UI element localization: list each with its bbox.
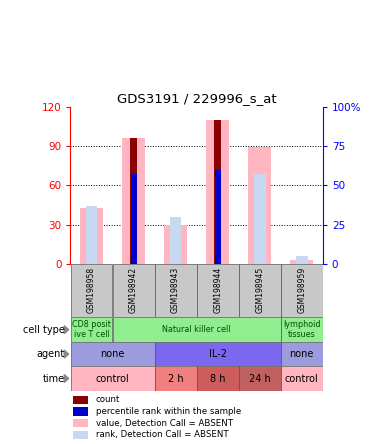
- Bar: [281, 317, 323, 342]
- Bar: [248, 147, 271, 264]
- Bar: [281, 366, 323, 391]
- Bar: [73, 431, 88, 439]
- Text: control: control: [96, 373, 129, 384]
- Text: none: none: [289, 349, 314, 359]
- Bar: [122, 138, 145, 264]
- Text: GSM198942: GSM198942: [129, 267, 138, 313]
- Text: GSM198958: GSM198958: [87, 267, 96, 313]
- Bar: [86, 206, 98, 264]
- Bar: [239, 264, 281, 317]
- Bar: [112, 264, 155, 317]
- Bar: [296, 256, 308, 264]
- Bar: [155, 366, 197, 391]
- Bar: [164, 225, 187, 264]
- Bar: [281, 342, 323, 366]
- Text: count: count: [96, 396, 120, 404]
- Text: value, Detection Call = ABSENT: value, Detection Call = ABSENT: [96, 419, 233, 428]
- Text: time: time: [43, 373, 65, 384]
- Bar: [170, 217, 181, 264]
- Text: agent: agent: [37, 349, 65, 359]
- Text: GSM198959: GSM198959: [297, 267, 306, 313]
- Text: percentile rank within the sample: percentile rank within the sample: [96, 407, 241, 416]
- Bar: [70, 366, 155, 391]
- Title: GDS3191 / 229996_s_at: GDS3191 / 229996_s_at: [117, 92, 276, 105]
- Bar: [70, 264, 112, 317]
- Text: 8 h: 8 h: [210, 373, 226, 384]
- Bar: [131, 174, 137, 264]
- Bar: [197, 264, 239, 317]
- Bar: [70, 317, 112, 342]
- Text: none: none: [100, 349, 125, 359]
- Bar: [197, 366, 239, 391]
- Text: rank, Detection Call = ABSENT: rank, Detection Call = ABSENT: [96, 430, 228, 440]
- Bar: [215, 170, 221, 264]
- Bar: [112, 317, 281, 342]
- Text: cell type: cell type: [23, 325, 65, 335]
- Bar: [206, 120, 229, 264]
- Bar: [281, 264, 323, 317]
- Text: Natural killer cell: Natural killer cell: [162, 325, 231, 334]
- Text: CD8 posit
ive T cell: CD8 posit ive T cell: [72, 320, 111, 339]
- Text: IL-2: IL-2: [209, 349, 227, 359]
- Bar: [254, 174, 266, 264]
- Bar: [80, 208, 103, 264]
- Text: GSM198945: GSM198945: [255, 267, 264, 313]
- Bar: [214, 120, 221, 264]
- Text: GSM198943: GSM198943: [171, 267, 180, 313]
- Bar: [155, 264, 197, 317]
- Text: lymphoid
tissues: lymphoid tissues: [283, 320, 321, 339]
- Text: GSM198944: GSM198944: [213, 267, 222, 313]
- Bar: [73, 408, 88, 416]
- Text: 24 h: 24 h: [249, 373, 270, 384]
- Text: 2 h: 2 h: [168, 373, 183, 384]
- Bar: [73, 396, 88, 404]
- Text: control: control: [285, 373, 319, 384]
- Bar: [239, 366, 281, 391]
- Bar: [70, 342, 155, 366]
- Bar: [130, 138, 137, 264]
- Bar: [155, 342, 281, 366]
- Bar: [290, 260, 313, 264]
- Bar: [73, 419, 88, 428]
